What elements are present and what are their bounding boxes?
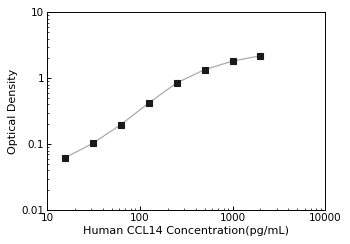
Y-axis label: Optical Density: Optical Density: [8, 69, 18, 154]
X-axis label: Human CCL14 Concentration(pg/mL): Human CCL14 Concentration(pg/mL): [83, 226, 289, 236]
